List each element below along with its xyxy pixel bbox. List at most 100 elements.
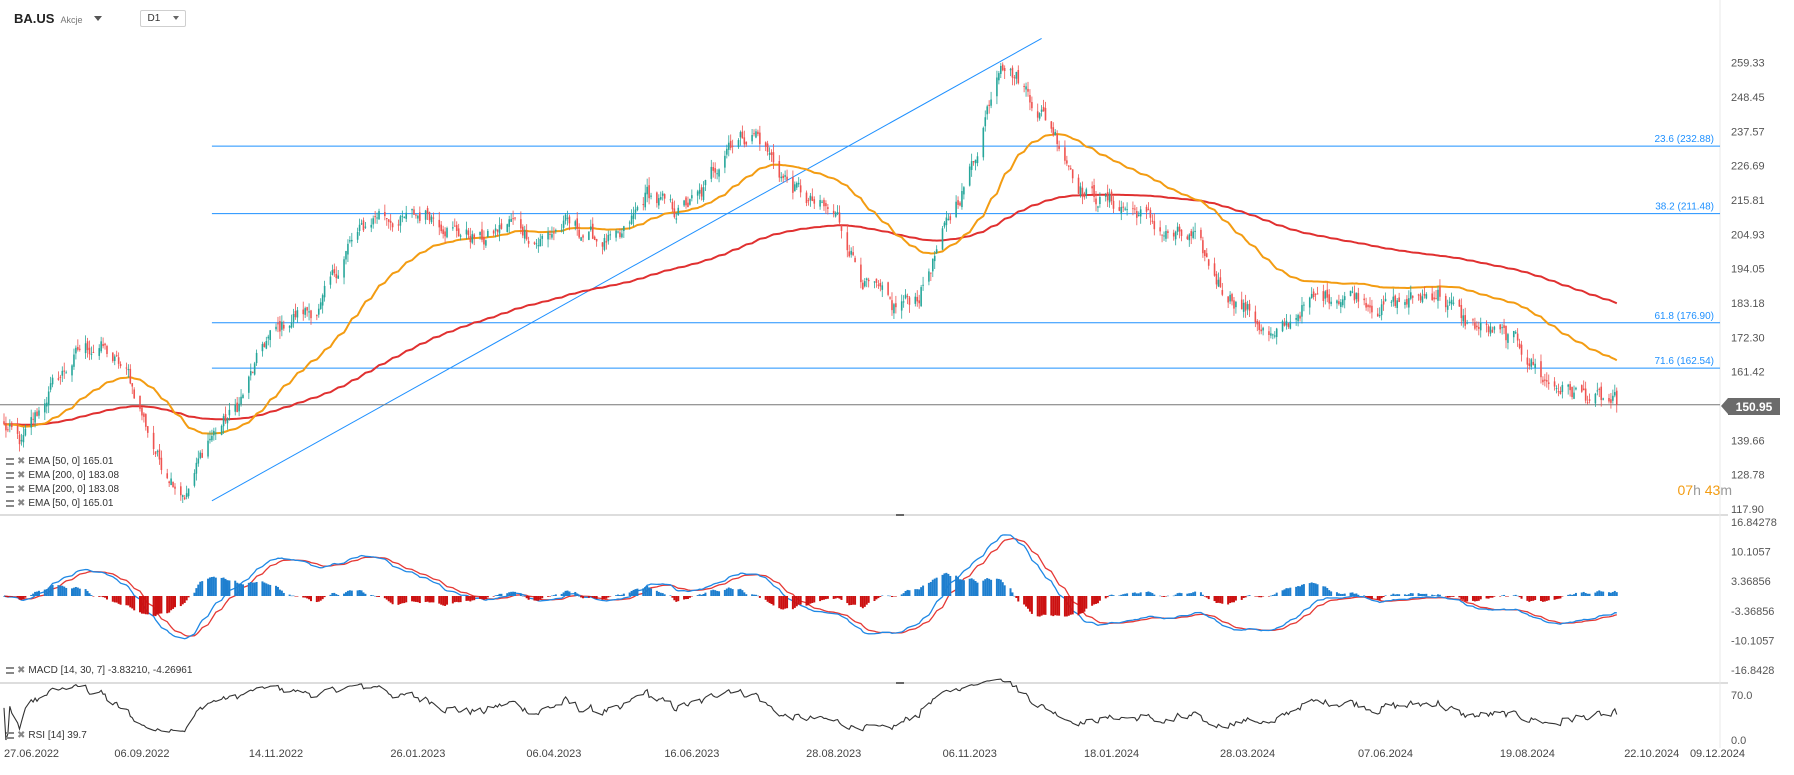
candle-down (5, 423, 7, 431)
macd-histogram-bar-positive (65, 587, 68, 596)
candle-down (302, 309, 305, 315)
candle-up (1040, 109, 1043, 112)
close-icon[interactable]: ✖ (17, 470, 26, 481)
candle-down (251, 371, 254, 373)
macd-histogram-bar-positive (249, 581, 252, 596)
macd-histogram-bar-negative (854, 595, 857, 605)
macd-histogram-bar-positive (84, 589, 87, 596)
macd-histogram-bar-negative (832, 595, 835, 599)
macd-histogram-bar-negative (1030, 595, 1033, 614)
symbol-dropdown-chevron-down-icon[interactable] (94, 15, 103, 21)
candle-down (520, 219, 522, 229)
macd-histogram-bar-positive (1609, 592, 1612, 596)
candle-up (1561, 385, 1564, 392)
settings-icon[interactable] (6, 486, 14, 493)
settings-icon[interactable] (6, 667, 14, 674)
macd-histogram-bar-negative (1475, 595, 1478, 602)
candle-up (127, 369, 130, 371)
candle-down (1149, 210, 1152, 218)
macd-histogram-bar-positive (566, 590, 569, 596)
macd-histogram-bar-positive (1363, 595, 1366, 596)
settings-icon[interactable] (6, 500, 14, 507)
price-axis-tick-label: 117.90 (1731, 504, 1764, 516)
ema-legend-4[interactable]: ✖ EMA [50, 0] 165.01 (6, 498, 113, 509)
macd-histogram-bar-negative (1506, 595, 1509, 597)
macd-legend[interactable]: ✖ MACD [14, 30, 7] -3.83210, -4.26961 (6, 665, 192, 676)
candle-up (226, 418, 229, 424)
macd-histogram-bar-negative (1370, 595, 1373, 599)
ema-legend-text: EMA [200, 0] 183.08 (28, 484, 120, 495)
settings-icon[interactable] (6, 472, 14, 479)
candle-up (996, 77, 998, 97)
candle-down (1036, 111, 1039, 118)
fibonacci-level-label: 71.6 (162.54) (1655, 356, 1715, 367)
candle-up (751, 135, 753, 142)
date-axis-tick-label: 16.06.2023 (664, 748, 719, 760)
macd-histogram-bar-negative (1450, 595, 1453, 597)
candle-up (537, 245, 540, 247)
candle-down (1610, 399, 1612, 403)
ema-legend-2[interactable]: ✖ EMA [200, 0] 183.08 (6, 470, 119, 481)
macd-histogram-bar-positive (945, 572, 948, 596)
close-icon[interactable]: ✖ (17, 498, 26, 509)
candle-up (628, 222, 631, 224)
macd-histogram-bar-negative (1069, 595, 1072, 615)
candle-up (317, 308, 320, 315)
macd-histogram-bar-positive (1501, 595, 1504, 596)
macd-histogram-bar-positive (43, 589, 46, 596)
date-axis-tick-label: 18.01.2024 (1084, 748, 1139, 760)
timeframe-select[interactable]: D1 (140, 9, 187, 27)
close-icon[interactable]: ✖ (17, 730, 26, 741)
candle-down (1608, 397, 1610, 402)
candle-down (1221, 290, 1224, 295)
macd-histogram-bar-positive (1110, 594, 1113, 596)
rsi-legend[interactable]: ✖ RSI [14] 39.7 (6, 730, 87, 741)
macd-histogram-bar-negative (875, 595, 878, 600)
macd-histogram-bar-negative (688, 595, 691, 598)
candle-up (990, 99, 992, 106)
close-icon[interactable]: ✖ (17, 456, 26, 467)
candle-down (1433, 297, 1435, 300)
macd-histogram-bar-positive (265, 583, 268, 596)
candle-up (1137, 214, 1140, 216)
macd-histogram-bar-negative (127, 595, 130, 606)
macd-histogram-bar-negative (1085, 595, 1088, 609)
candle-up (1275, 328, 1278, 338)
macd-histogram-bar-positive (61, 585, 64, 596)
macd-histogram-bar-positive (710, 590, 713, 596)
candle-up (1297, 314, 1299, 322)
macd-histogram-bar-positive (1316, 584, 1319, 596)
macd-histogram-bar-positive (659, 592, 662, 596)
ema-legend-1[interactable]: ✖ EMA [50, 0] 165.01 (6, 456, 113, 467)
ema-legend-3[interactable]: ✖ EMA [200, 0] 183.08 (6, 484, 119, 495)
macd-histogram-bar-positive (1421, 593, 1424, 596)
close-icon[interactable]: ✖ (17, 665, 26, 676)
settings-icon[interactable] (6, 458, 14, 465)
macd-histogram-bar-negative (1091, 595, 1094, 606)
macd-histogram-bar-positive (1615, 592, 1618, 596)
macd-histogram-bar-positive (949, 575, 952, 596)
ema-legend-text: EMA [200, 0] 183.08 (28, 470, 120, 481)
candle-down (895, 303, 897, 308)
candle-down (792, 177, 794, 193)
candle-up (588, 231, 590, 240)
macd-histogram-bar-positive (958, 579, 961, 596)
macd-histogram-bar-negative (20, 595, 23, 600)
macd-histogram-bar-negative (321, 595, 324, 600)
macd-histogram-bar-negative (549, 595, 552, 597)
symbol-label[interactable]: BA.US (14, 10, 55, 26)
close-icon[interactable]: ✖ (17, 484, 26, 495)
candle-down (568, 216, 571, 224)
candle-down (1363, 298, 1365, 301)
candle-down (778, 160, 781, 178)
candle-up (356, 231, 359, 240)
candle-down (442, 229, 444, 235)
candle-up (113, 356, 116, 362)
settings-icon[interactable] (6, 732, 14, 739)
candle-down (1001, 64, 1004, 71)
macd-histogram-bar-negative (1106, 595, 1109, 598)
macd-histogram-bar-positive (47, 587, 50, 596)
macd-histogram-bar-negative (1365, 595, 1368, 597)
